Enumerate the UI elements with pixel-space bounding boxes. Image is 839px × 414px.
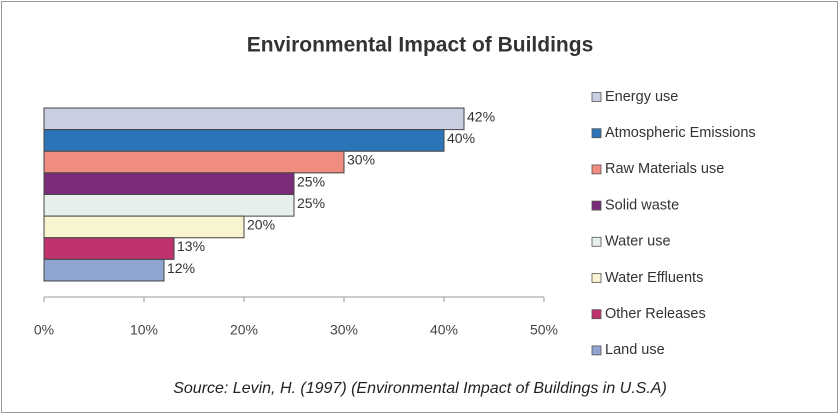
- bar: [43, 150, 345, 174]
- legend-label: Water use: [605, 234, 671, 250]
- legend-label: Other Releases: [605, 306, 706, 322]
- legend-label: Energy use: [605, 89, 678, 105]
- bar: [43, 172, 295, 195]
- bar: [43, 194, 295, 217]
- value-label: 40%: [447, 130, 475, 146]
- chart-title: Environmental Impact of Buildings: [247, 34, 594, 57]
- value-label: 13%: [177, 238, 205, 254]
- x-tick-label: 30%: [330, 322, 358, 338]
- bar: [43, 129, 445, 152]
- bar: [43, 258, 165, 282]
- legend-swatch: [591, 345, 602, 356]
- legend-swatch: [591, 236, 602, 247]
- value-label: 42%: [467, 108, 495, 124]
- bar: [43, 107, 465, 131]
- legend-swatch: [591, 309, 602, 320]
- legend-swatch: [591, 273, 602, 283]
- value-label: 20%: [247, 217, 275, 233]
- x-tick-label: 0%: [34, 322, 54, 338]
- value-label: 12%: [167, 260, 195, 276]
- legend-label: Atmospheric Emissions: [605, 125, 756, 141]
- x-tick-label: 40%: [430, 322, 458, 338]
- x-tick-label: 20%: [230, 322, 258, 338]
- x-tick-label: 10%: [130, 322, 158, 338]
- legend-label: Water Effluents: [605, 270, 703, 286]
- value-label: 25%: [297, 195, 325, 211]
- x-tick-label: 50%: [530, 322, 558, 338]
- source-note: Source: Levin, H. (1997) (Environmental …: [173, 380, 667, 397]
- legend-swatch: [591, 200, 602, 211]
- value-label: 25%: [297, 173, 325, 189]
- bar: [43, 215, 245, 239]
- legend-label: Land use: [605, 342, 665, 358]
- legend-swatch: [591, 164, 602, 175]
- bar: [43, 237, 175, 260]
- legend-swatch: [591, 128, 602, 139]
- value-label: 30%: [347, 152, 375, 168]
- legend-swatch: [591, 92, 602, 102]
- legend-label: Solid waste: [605, 197, 679, 213]
- legend-label: Raw Materials use: [605, 161, 724, 177]
